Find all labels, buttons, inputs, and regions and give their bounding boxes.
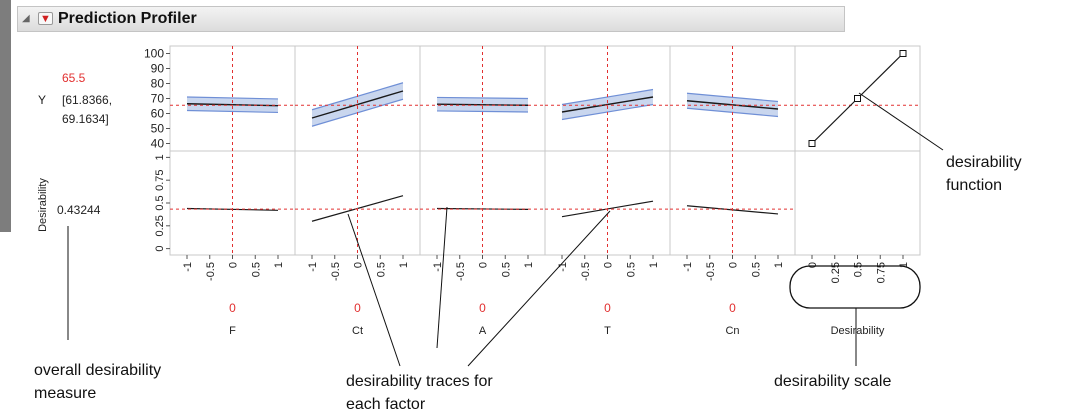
x-tick-label: 0.5 — [625, 262, 637, 277]
desirability-tick-label: 1 — [154, 154, 166, 160]
x-tick-label: 0.5 — [500, 262, 512, 277]
x-tick-label: 1 — [398, 262, 410, 268]
annotation-desirability-function: function — [946, 177, 1002, 194]
desirability-tick-label: 0.25 — [154, 215, 166, 236]
desirability-tick-label: 0.5 — [154, 195, 166, 210]
x-tick-label: 1 — [273, 262, 285, 268]
x-tick-label: 0.5 — [250, 262, 262, 277]
left-window-edge — [0, 0, 11, 232]
confidence-upper-A — [436, 96, 529, 100]
x-tick-label: -1 — [182, 262, 194, 272]
predicted-value: 65.5 — [62, 71, 86, 85]
profiler-title: Prediction Profiler — [58, 10, 197, 27]
x-tick-label: 0.5 — [750, 262, 762, 277]
factor-current-value-A: 0 — [479, 301, 486, 315]
annotation-traces: each factor — [346, 396, 426, 413]
leader-line-function — [858, 92, 944, 151]
x-tick-label: 0 — [728, 262, 740, 268]
desirability-axis-label: Desirability — [37, 178, 49, 232]
desirability-scale-tick-label: 0.25 — [830, 262, 842, 283]
y-tick-label: 80 — [151, 77, 165, 91]
desirability-scale-highlight — [789, 265, 921, 309]
y-tick-label: 70 — [151, 92, 165, 106]
y-tick-label: 50 — [151, 122, 165, 136]
x-tick-label: -0.5 — [455, 262, 467, 281]
x-tick-label: -1 — [432, 262, 444, 272]
y-tick-label: 90 — [151, 62, 165, 76]
profiler-header[interactable]: ◢ ▼ Prediction Profiler — [17, 6, 845, 32]
factor-current-value-Ct: 0 — [354, 301, 361, 315]
factor-current-value-F: 0 — [229, 301, 236, 315]
x-tick-label: -1 — [557, 262, 569, 272]
factor-label-Cn: Cn — [725, 325, 739, 337]
desirability-tick-label: 0 — [154, 246, 166, 252]
annotation-scale: desirability scale — [774, 373, 891, 390]
desirability-scale-label: Desirability — [831, 325, 885, 337]
leader-line-traces — [347, 213, 401, 367]
y-tick-label: 60 — [151, 107, 165, 121]
x-tick-label: -0.5 — [205, 262, 217, 281]
factor-label-A: A — [479, 325, 487, 337]
x-tick-label: 0 — [353, 262, 365, 268]
annotation-desirability-function: desirability — [946, 154, 1022, 171]
y-tick-label: 100 — [144, 47, 164, 61]
red-triangle-menu-icon[interactable]: ▼ — [38, 12, 53, 25]
leader-line-traces — [436, 206, 448, 349]
desirability-function-handle — [854, 95, 861, 102]
factor-label-F: F — [229, 325, 236, 337]
response-name: Y — [38, 93, 46, 107]
annotation-overall: measure — [34, 385, 96, 402]
desirability-scale-tick-label: 0 — [807, 262, 819, 268]
desirability-scale-tick-label: 1 — [898, 262, 910, 268]
x-tick-label: 1 — [773, 262, 785, 268]
confidence-lower-A — [436, 110, 529, 113]
x-tick-label: -0.5 — [705, 262, 717, 281]
x-tick-label: 0.5 — [375, 262, 387, 277]
confidence-upper-Cn — [686, 92, 779, 103]
x-tick-label: -1 — [682, 262, 694, 272]
confidence-lower-F — [186, 109, 279, 114]
x-tick-label: 1 — [523, 262, 535, 268]
x-tick-label: 0 — [228, 262, 240, 268]
confidence-upper-F — [186, 96, 279, 100]
annotation-traces: desirability traces for — [346, 373, 493, 390]
overall-desirability-value: 0.43244 — [57, 203, 101, 217]
prediction-trace-T — [561, 96, 654, 113]
factor-current-value-T: 0 — [604, 301, 611, 315]
x-tick-label: -1 — [307, 262, 319, 272]
desirability-scale-tick-label: 0.75 — [875, 262, 887, 283]
confidence-interval-line: [61.8366, — [62, 93, 112, 107]
collapse-triangle-icon[interactable]: ◢ — [22, 13, 30, 24]
x-tick-label: -0.5 — [580, 262, 592, 281]
y-tick-label: 40 — [151, 137, 165, 151]
desirability-scale-tick-label: 0.5 — [853, 262, 865, 277]
x-tick-label: -0.5 — [330, 262, 342, 281]
panel-bottom-frame — [794, 150, 921, 256]
factor-label-T: T — [604, 325, 611, 337]
desirability-tick-label: 0.75 — [154, 169, 166, 190]
desirability-function-handle — [899, 50, 907, 57]
x-tick-label: 0 — [478, 262, 490, 268]
leader-line-traces — [467, 210, 611, 367]
factor-current-value-Cn: 0 — [729, 301, 736, 315]
prediction-trace-Ct — [311, 90, 404, 119]
x-tick-label: 0 — [603, 262, 615, 268]
annotation-overall: overall desirability — [34, 362, 161, 379]
desirability-function-handle — [808, 140, 816, 147]
x-tick-label: 1 — [648, 262, 660, 268]
confidence-interval-line: 69.1634] — [62, 112, 109, 126]
factor-label-Ct: Ct — [352, 325, 363, 337]
